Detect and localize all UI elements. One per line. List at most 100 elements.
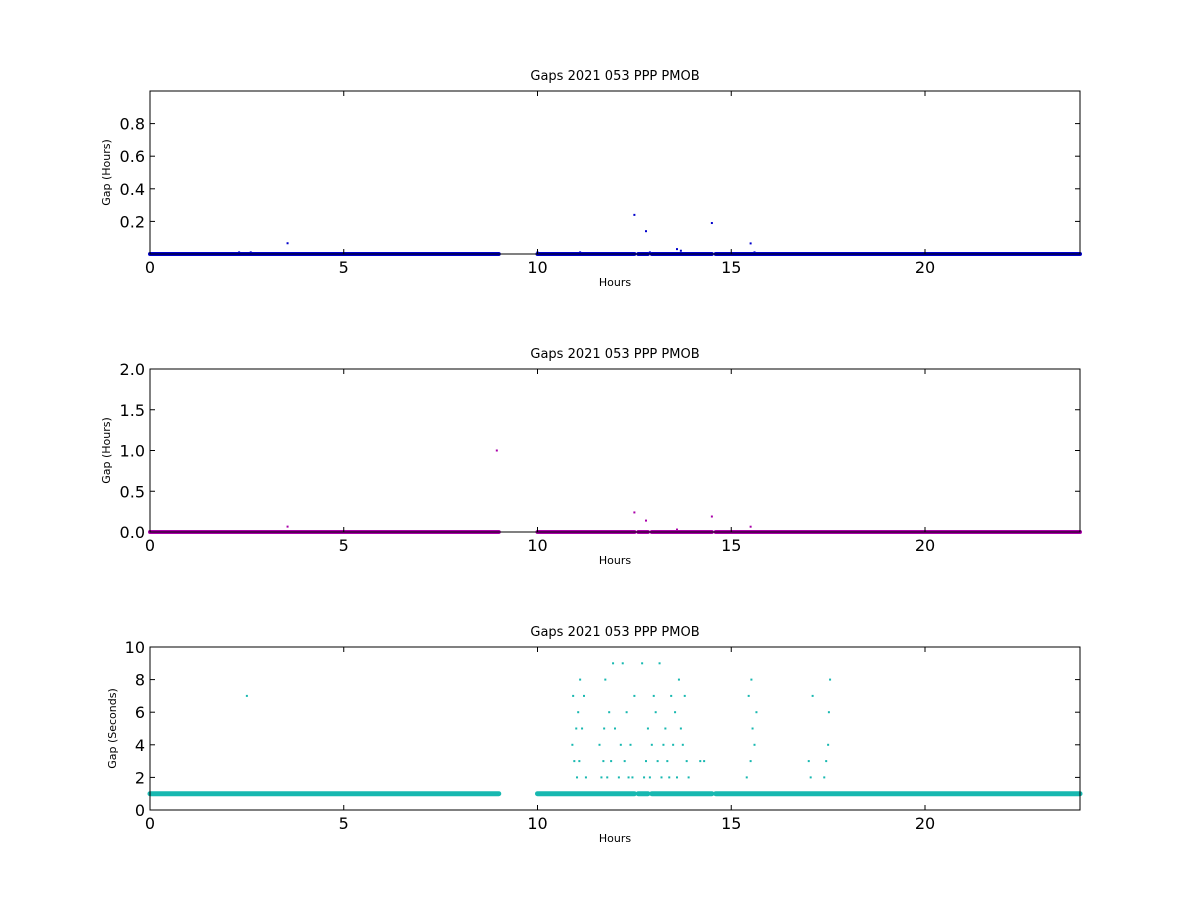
data-point [755, 711, 758, 714]
data-point [827, 743, 830, 746]
data-point [809, 776, 812, 779]
x-tick-label: 0 [145, 258, 155, 277]
data-point [578, 760, 581, 763]
data-point [662, 743, 665, 746]
data-point [668, 776, 671, 779]
data-point [666, 760, 669, 763]
y-tick-label: 0.0 [120, 523, 145, 542]
data-point [621, 662, 624, 665]
data-point [614, 727, 616, 730]
x-tick-label: 15 [721, 814, 741, 833]
data-point [633, 213, 636, 216]
data-point [679, 249, 682, 252]
data-point [286, 525, 289, 528]
x-axis-label: Hours [599, 832, 631, 845]
data-point [573, 760, 576, 763]
y-tick-label: 0.2 [120, 212, 145, 231]
data-point [699, 760, 702, 763]
x-tick-label: 5 [339, 258, 349, 277]
data-point [679, 727, 682, 730]
chart-title: Gaps 2021 053 PPP PMOB [530, 347, 699, 362]
data-point [747, 694, 750, 697]
y-tick-label: 1.0 [120, 442, 145, 461]
chart-title: Gaps 2021 053 PPP PMOB [530, 69, 699, 84]
data-point [676, 248, 678, 251]
data-point [681, 743, 684, 746]
data-point [823, 776, 826, 779]
data-point [633, 511, 636, 514]
y-tick-label: 0.4 [120, 180, 145, 199]
data-point [619, 743, 622, 746]
y-axis-label: Gap (Seconds) [106, 688, 119, 769]
data-point [749, 760, 752, 763]
y-axis-label: Gap (Hours) [100, 139, 113, 206]
x-axis-label: Hours [599, 554, 631, 567]
data-point [602, 760, 605, 763]
data-point [811, 694, 814, 697]
data-point [660, 776, 663, 779]
data-point [579, 678, 582, 681]
plot-frame [149, 368, 1081, 533]
data-point [676, 528, 678, 531]
data-point [654, 711, 657, 714]
data-point [286, 242, 289, 245]
data-point [656, 760, 659, 763]
data-point [583, 694, 585, 697]
data-point [598, 743, 601, 746]
data-point [608, 711, 611, 714]
data-point [641, 662, 644, 665]
data-point [685, 760, 688, 763]
y-tick-label: 1.5 [120, 401, 145, 420]
x-tick-label: 20 [915, 258, 935, 277]
x-tick-label: 0 [145, 536, 155, 555]
data-point [572, 694, 575, 697]
data-point [633, 694, 636, 697]
data-point [676, 776, 678, 779]
data-point [584, 776, 587, 779]
data-point [648, 251, 651, 254]
data-point [807, 760, 810, 763]
x-tick-label: 20 [915, 536, 935, 555]
data-point [710, 222, 713, 225]
y-tick-label: 0.8 [120, 115, 145, 134]
y-tick-label: 6 [135, 703, 145, 722]
data-point [606, 776, 609, 779]
data-point [623, 760, 626, 763]
y-axis-label: Gap (Hours) [100, 417, 113, 484]
data-point [646, 727, 649, 730]
data-point [245, 694, 248, 697]
x-tick-label: 10 [527, 258, 547, 277]
data-point [652, 694, 655, 697]
y-tick-label: 0.6 [120, 147, 145, 166]
x-tick-label: 5 [339, 814, 349, 833]
data-point [249, 251, 252, 254]
data-point [827, 711, 830, 714]
plot-frame [149, 90, 1081, 255]
data-point [577, 711, 580, 714]
chart-3: 0 5 10 15 20 0 2 4 6 8 10 Gaps 2021 053 PPP PMOB Hou… [106, 625, 1083, 845]
data-point [600, 776, 603, 779]
data-point [753, 743, 756, 746]
data-point [627, 776, 630, 779]
x-axis-label: Hours [599, 276, 631, 289]
x-tick-label: 15 [721, 258, 741, 277]
data-point [571, 743, 574, 746]
data-point [648, 776, 651, 779]
data-point [829, 678, 832, 681]
data-point [825, 760, 828, 763]
y-tick-label: 8 [135, 671, 145, 690]
data-point [749, 525, 752, 528]
data-point [238, 251, 241, 254]
data-point [645, 760, 647, 763]
data-point [650, 743, 653, 746]
x-tick-label: 10 [527, 814, 547, 833]
x-tick-label: 20 [915, 814, 935, 833]
data-point [703, 760, 706, 763]
data-point [745, 776, 748, 779]
y-tick-label: 0 [135, 801, 145, 820]
x-tick-label: 10 [527, 536, 547, 555]
data-point [683, 694, 686, 697]
data-point [670, 694, 673, 697]
data-point [687, 776, 690, 779]
